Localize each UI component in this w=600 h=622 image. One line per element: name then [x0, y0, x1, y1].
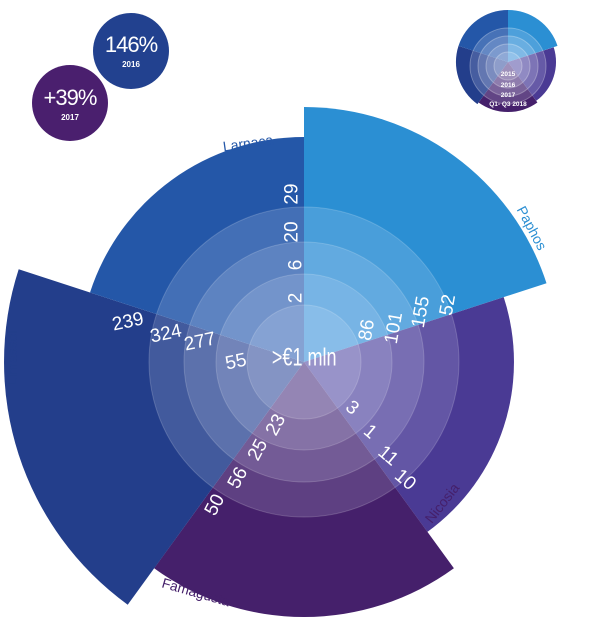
badge-2017: +39% 2017: [32, 65, 108, 141]
badge-2016-label: 2016: [122, 60, 140, 69]
sector-limassol: [4, 269, 305, 605]
legend-sector-1: [508, 47, 557, 101]
legend-year-2: 2017: [501, 92, 516, 99]
region-label-larnaca: Larnaca: [222, 132, 275, 155]
sector-nicosia: [304, 297, 514, 532]
value-paphos-3: 52: [436, 293, 460, 317]
legend-sector-2: [478, 62, 538, 113]
sector-larnaca: [90, 137, 304, 362]
legend-sector-3: [455, 45, 508, 105]
legend-year-1: 2016: [501, 82, 516, 89]
year-ring-1: [183, 241, 425, 483]
value-larnaca-0: 2: [286, 293, 307, 304]
sector-paphos: [304, 107, 547, 362]
region-label-limassol: Limassol: [4, 330, 20, 385]
legend-ring-3: [493, 51, 523, 81]
badge-2017-value: +39%: [43, 85, 98, 110]
badge-2016: 146% 2016: [93, 13, 169, 89]
legend-sector-0: [508, 9, 558, 63]
value-larnaca-1: 6: [286, 260, 307, 271]
legend-year-3: Q1- Q3 2018: [489, 101, 527, 108]
value-larnaca-2: 20: [282, 221, 303, 242]
value-larnaca-3: 29: [282, 183, 303, 204]
legend-sector-4: [458, 9, 508, 62]
value-paphos-0: 86: [355, 318, 379, 342]
legend-ring-1: [477, 35, 539, 97]
sector-famagusta: [154, 362, 454, 618]
legend-year-0: 2015: [501, 71, 516, 78]
value-limassol-0: 55: [223, 350, 248, 375]
badge-2017-label: 2017: [61, 113, 79, 122]
center-label: >€1 mln: [272, 343, 337, 372]
year-ring-2: [215, 273, 393, 451]
legend-ring-0: [469, 27, 547, 105]
badge-2016-value: 146%: [104, 32, 158, 57]
year-ring-0: [148, 206, 460, 518]
legend-ring-2: [485, 43, 531, 89]
year-ring-3: [246, 304, 362, 420]
